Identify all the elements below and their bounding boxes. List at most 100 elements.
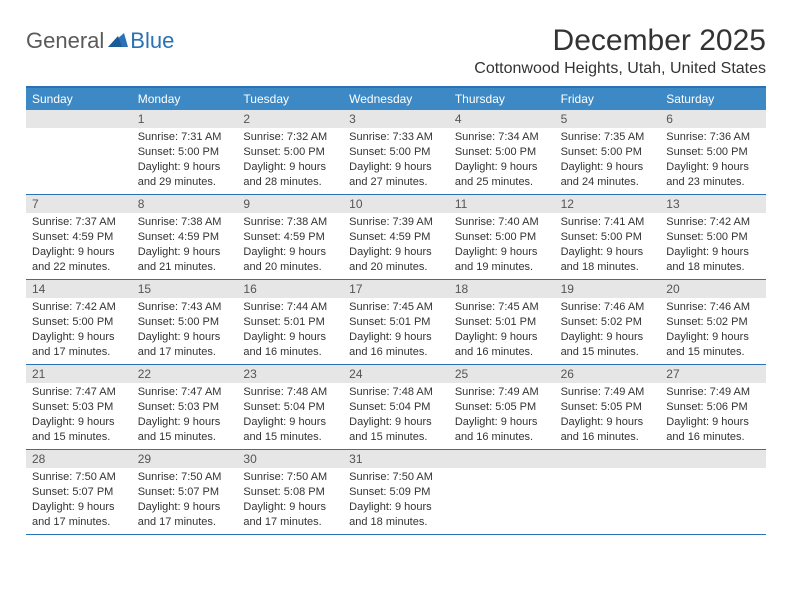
calendar-header-cell: Tuesday bbox=[237, 88, 343, 110]
daylight-line: Daylight: 9 hours and 15 minutes. bbox=[32, 415, 126, 445]
calendar-header-cell: Monday bbox=[132, 88, 238, 110]
day-details bbox=[555, 468, 661, 474]
sunrise-line: Sunrise: 7:47 AM bbox=[32, 385, 126, 400]
day-details: Sunrise: 7:40 AMSunset: 5:00 PMDaylight:… bbox=[449, 213, 555, 278]
sunrise-line: Sunrise: 7:50 AM bbox=[243, 470, 337, 485]
day-details: Sunrise: 7:47 AMSunset: 5:03 PMDaylight:… bbox=[132, 383, 238, 448]
day-number: 17 bbox=[343, 280, 449, 298]
day-details: Sunrise: 7:48 AMSunset: 5:04 PMDaylight:… bbox=[237, 383, 343, 448]
calendar-cell bbox=[555, 450, 661, 534]
day-details: Sunrise: 7:45 AMSunset: 5:01 PMDaylight:… bbox=[343, 298, 449, 363]
day-details: Sunrise: 7:34 AMSunset: 5:00 PMDaylight:… bbox=[449, 128, 555, 193]
sunrise-line: Sunrise: 7:34 AM bbox=[455, 130, 549, 145]
sunset-line: Sunset: 5:07 PM bbox=[138, 485, 232, 500]
day-number: 7 bbox=[26, 195, 132, 213]
daylight-line: Daylight: 9 hours and 22 minutes. bbox=[32, 245, 126, 275]
sunrise-line: Sunrise: 7:47 AM bbox=[138, 385, 232, 400]
day-details bbox=[26, 128, 132, 134]
sunrise-line: Sunrise: 7:44 AM bbox=[243, 300, 337, 315]
sunset-line: Sunset: 4:59 PM bbox=[138, 230, 232, 245]
day-details: Sunrise: 7:33 AMSunset: 5:00 PMDaylight:… bbox=[343, 128, 449, 193]
calendar-cell: 12Sunrise: 7:41 AMSunset: 5:00 PMDayligh… bbox=[555, 195, 661, 279]
day-details: Sunrise: 7:35 AMSunset: 5:00 PMDaylight:… bbox=[555, 128, 661, 193]
sunrise-line: Sunrise: 7:49 AM bbox=[666, 385, 760, 400]
sunrise-line: Sunrise: 7:48 AM bbox=[349, 385, 443, 400]
daylight-line: Daylight: 9 hours and 21 minutes. bbox=[138, 245, 232, 275]
calendar-cell: 27 Sunrise: 7:49 AMSunset: 5:06 PMDayligh… bbox=[660, 365, 766, 449]
sunset-line: Sunset: 5:06 PM bbox=[666, 400, 760, 415]
calendar-header-cell: Wednesday bbox=[343, 88, 449, 110]
calendar-cell: 9Sunrise: 7:38 AMSunset: 4:59 PMDaylight… bbox=[237, 195, 343, 279]
calendar-header-cell: Saturday bbox=[660, 88, 766, 110]
day-details: Sunrise: 7:50 AMSunset: 5:09 PMDaylight:… bbox=[343, 468, 449, 533]
sunset-line: Sunset: 5:08 PM bbox=[243, 485, 337, 500]
day-number: 29 bbox=[132, 450, 238, 468]
sunset-line: Sunset: 5:00 PM bbox=[561, 145, 655, 160]
calendar-cell: 29Sunrise: 7:50 AMSunset: 5:07 PMDayligh… bbox=[132, 450, 238, 534]
calendar-header-cell: Sunday bbox=[26, 88, 132, 110]
day-details: Sunrise: 7:42 AMSunset: 5:00 PMDaylight:… bbox=[26, 298, 132, 363]
daylight-line: Daylight: 9 hours and 29 minutes. bbox=[138, 160, 232, 190]
daylight-line: Daylight: 9 hours and 16 minutes. bbox=[666, 415, 760, 445]
calendar-row: 1Sunrise: 7:31 AMSunset: 5:00 PMDaylight… bbox=[26, 110, 766, 195]
day-number: 4 bbox=[449, 110, 555, 128]
day-details: Sunrise: 7:38 AMSunset: 4:59 PMDaylight:… bbox=[132, 213, 238, 278]
sunrise-line: Sunrise: 7:36 AM bbox=[666, 130, 760, 145]
sunrise-line: Sunrise: 7:49 AM bbox=[561, 385, 655, 400]
sunrise-line: Sunrise: 7:45 AM bbox=[349, 300, 443, 315]
calendar-row: 21Sunrise: 7:47 AMSunset: 5:03 PMDayligh… bbox=[26, 365, 766, 450]
daylight-line: Daylight: 9 hours and 20 minutes. bbox=[349, 245, 443, 275]
day-details: Sunrise: 7:38 AMSunset: 4:59 PMDaylight:… bbox=[237, 213, 343, 278]
calendar-cell: 22Sunrise: 7:47 AMSunset: 5:03 PMDayligh… bbox=[132, 365, 238, 449]
calendar-cell: 23Sunrise: 7:48 AMSunset: 5:04 PMDayligh… bbox=[237, 365, 343, 449]
day-details: Sunrise: 7:37 AMSunset: 4:59 PMDaylight:… bbox=[26, 213, 132, 278]
calendar-cell: 15Sunrise: 7:43 AMSunset: 5:00 PMDayligh… bbox=[132, 280, 238, 364]
day-number bbox=[449, 450, 555, 468]
daylight-line: Daylight: 9 hours and 16 minutes. bbox=[455, 330, 549, 360]
day-details: Sunrise: 7:50 AMSunset: 5:07 PMDaylight:… bbox=[26, 468, 132, 533]
calendar-cell: 10Sunrise: 7:39 AMSunset: 4:59 PMDayligh… bbox=[343, 195, 449, 279]
daylight-line: Daylight: 9 hours and 27 minutes. bbox=[349, 160, 443, 190]
sunrise-line: Sunrise: 7:37 AM bbox=[32, 215, 126, 230]
calendar-cell: 19Sunrise: 7:46 AMSunset: 5:02 PMDayligh… bbox=[555, 280, 661, 364]
logo: General Blue bbox=[26, 28, 174, 54]
sunrise-line: Sunrise: 7:33 AM bbox=[349, 130, 443, 145]
sunrise-line: Sunrise: 7:38 AM bbox=[138, 215, 232, 230]
day-number: 15 bbox=[132, 280, 238, 298]
calendar-cell: 13Sunrise: 7:42 AMSunset: 5:00 PMDayligh… bbox=[660, 195, 766, 279]
sunrise-line: Sunrise: 7:42 AM bbox=[32, 300, 126, 315]
day-number: 18 bbox=[449, 280, 555, 298]
page-location: Cottonwood Heights, Utah, United States bbox=[474, 60, 766, 78]
sunrise-line: Sunrise: 7:46 AM bbox=[561, 300, 655, 315]
day-details: Sunrise: 7:43 AMSunset: 5:00 PMDaylight:… bbox=[132, 298, 238, 363]
day-details: Sunrise: 7:50 AMSunset: 5:08 PMDaylight:… bbox=[237, 468, 343, 533]
sunrise-line: Sunrise: 7:41 AM bbox=[561, 215, 655, 230]
calendar-cell: 4Sunrise: 7:34 AMSunset: 5:00 PMDaylight… bbox=[449, 110, 555, 194]
day-number: 11 bbox=[449, 195, 555, 213]
daylight-line: Daylight: 9 hours and 17 minutes. bbox=[32, 500, 126, 530]
sunset-line: Sunset: 5:01 PM bbox=[455, 315, 549, 330]
calendar-cell: 11Sunrise: 7:40 AMSunset: 5:00 PMDayligh… bbox=[449, 195, 555, 279]
sunset-line: Sunset: 5:00 PM bbox=[349, 145, 443, 160]
day-number: 30 bbox=[237, 450, 343, 468]
day-number: 20 bbox=[660, 280, 766, 298]
calendar-row: 28Sunrise: 7:50 AMSunset: 5:07 PMDayligh… bbox=[26, 450, 766, 535]
daylight-line: Daylight: 9 hours and 25 minutes. bbox=[455, 160, 549, 190]
sunset-line: Sunset: 5:01 PM bbox=[349, 315, 443, 330]
calendar-cell: 2Sunrise: 7:32 AMSunset: 5:00 PMDaylight… bbox=[237, 110, 343, 194]
day-number: 26 bbox=[555, 365, 661, 383]
sunrise-line: Sunrise: 7:43 AM bbox=[138, 300, 232, 315]
day-number: 9 bbox=[237, 195, 343, 213]
day-number: 19 bbox=[555, 280, 661, 298]
calendar-header-cell: Thursday bbox=[449, 88, 555, 110]
calendar-cell: 1Sunrise: 7:31 AMSunset: 5:00 PMDaylight… bbox=[132, 110, 238, 194]
daylight-line: Daylight: 9 hours and 17 minutes. bbox=[243, 500, 337, 530]
sunset-line: Sunset: 5:00 PM bbox=[138, 145, 232, 160]
daylight-line: Daylight: 9 hours and 23 minutes. bbox=[666, 160, 760, 190]
day-number: 27 bbox=[660, 365, 766, 383]
day-details: Sunrise: 7:46 AMSunset: 5:02 PMDaylight:… bbox=[660, 298, 766, 363]
daylight-line: Daylight: 9 hours and 16 minutes. bbox=[349, 330, 443, 360]
sunrise-line: Sunrise: 7:31 AM bbox=[138, 130, 232, 145]
day-number: 28 bbox=[26, 450, 132, 468]
calendar-header-row: SundayMondayTuesdayWednesdayThursdayFrid… bbox=[26, 88, 766, 110]
